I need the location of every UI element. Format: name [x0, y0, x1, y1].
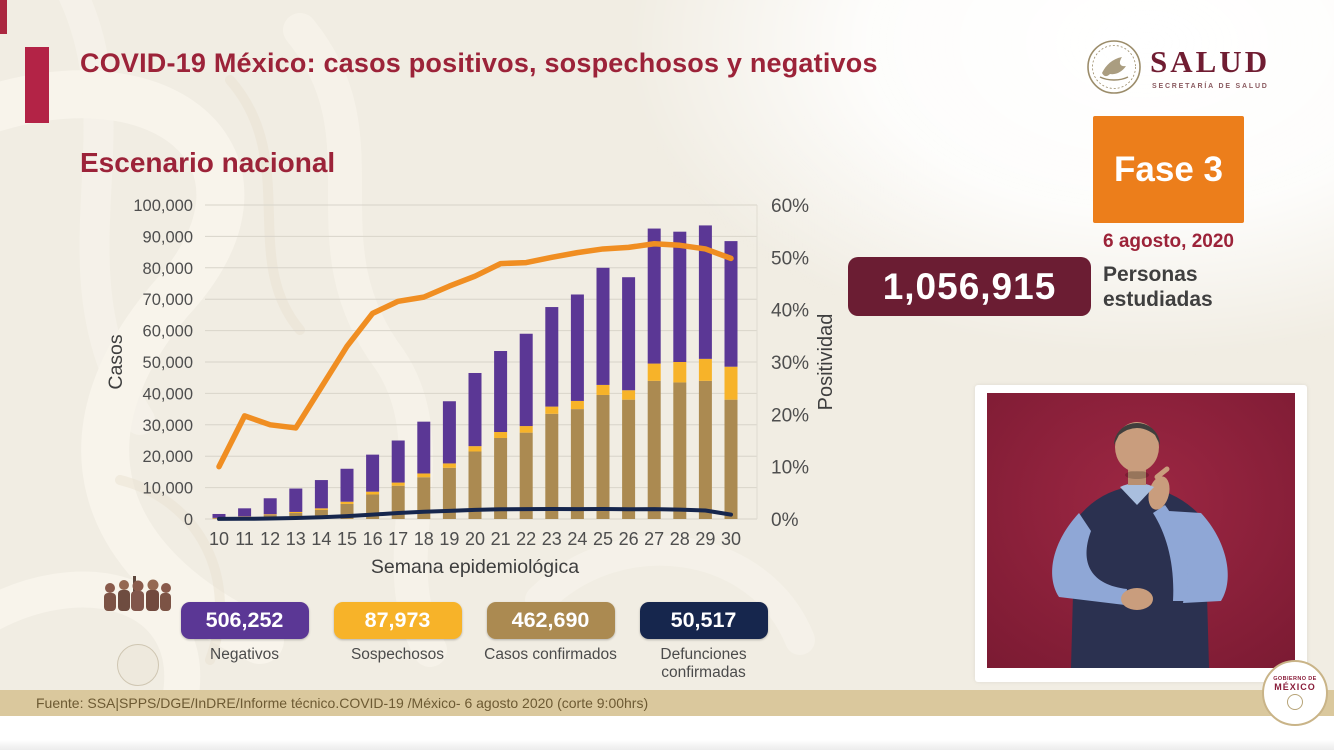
- studied-persons-value-box: 1,056,915: [848, 257, 1091, 316]
- svg-text:22: 22: [516, 529, 536, 549]
- svg-text:50,000: 50,000: [143, 354, 193, 372]
- sign-language-interpreter-photo: [987, 393, 1295, 668]
- legend-label-defunciones: Defunciones confirmadas: [660, 646, 747, 682]
- legend-badge-sospechosos: 87,973: [333, 602, 462, 639]
- svg-text:30%: 30%: [771, 353, 809, 374]
- legend-label-negativos: Negativos: [210, 646, 279, 663]
- svg-text:24: 24: [567, 529, 587, 549]
- section-title: Escenario nacional: [80, 147, 336, 178]
- svg-text:29: 29: [695, 529, 715, 549]
- legend-badge-casos-confirmados: 462,690: [486, 602, 615, 639]
- svg-text:10%: 10%: [771, 458, 809, 479]
- svg-text:10,000: 10,000: [143, 480, 193, 498]
- svg-text:11: 11: [235, 529, 254, 549]
- svg-text:70,000: 70,000: [143, 291, 193, 309]
- svg-text:26: 26: [619, 529, 639, 549]
- svg-text:20: 20: [465, 529, 485, 549]
- title-accent-bar: [25, 47, 49, 123]
- legend-item-negativos: 506,252 Negativos: [168, 602, 321, 683]
- svg-text:15: 15: [337, 529, 357, 549]
- studied-persons-label: Personas estudiadas: [1103, 263, 1213, 312]
- footer-source-text: Fuente: SSA|SPPS/DGE/InDRE/Informe técni…: [36, 695, 649, 711]
- legend-row: 506,252 Negativos 87,973 Sospechosos 462…: [168, 602, 780, 683]
- legend-item-casos-confirmados: 462,690 Casos confirmados: [474, 602, 627, 683]
- svg-text:60,000: 60,000: [143, 323, 193, 341]
- svg-text:Semana epidemiológica: Semana epidemiológica: [371, 556, 579, 578]
- svg-text:19: 19: [439, 529, 459, 549]
- svg-text:20,000: 20,000: [143, 448, 193, 466]
- phase-badge: Fase 3: [1093, 116, 1244, 223]
- phase-date: 6 agosto, 2020: [1103, 231, 1234, 252]
- svg-text:30,000: 30,000: [143, 417, 193, 435]
- gob-badge-line1: GOBIERNO DE: [1273, 676, 1317, 682]
- svg-text:Casos: Casos: [105, 334, 127, 390]
- svg-text:13: 13: [286, 529, 306, 549]
- svg-text:25: 25: [593, 529, 613, 549]
- svg-text:100,000: 100,000: [133, 197, 193, 215]
- svg-text:40,000: 40,000: [143, 385, 193, 403]
- svg-text:28: 28: [670, 529, 690, 549]
- salud-logo-text: SALUD: [1150, 44, 1271, 79]
- seal-watermark-icon: [117, 644, 159, 686]
- svg-text:27: 27: [644, 529, 664, 549]
- svg-text:12: 12: [260, 529, 280, 549]
- sign-language-interpreter-panel: [975, 385, 1307, 682]
- svg-text:23: 23: [542, 529, 562, 549]
- page-title: COVID-19 México: casos positivos, sospec…: [80, 48, 878, 78]
- gobierno-de-mexico-badge: GOBIERNO DE MÉXICO: [1262, 660, 1328, 726]
- footer-bar: Fuente: SSA|SPPS/DGE/InDRE/Informe técni…: [0, 690, 1334, 716]
- gob-badge-seal-icon: [1287, 694, 1303, 710]
- svg-text:20%: 20%: [771, 405, 809, 426]
- corner-red-sliver: [0, 0, 7, 34]
- svg-text:40%: 40%: [771, 301, 809, 322]
- svg-text:18: 18: [414, 529, 434, 549]
- svg-text:60%: 60%: [771, 196, 809, 217]
- legend-item-sospechosos: 87,973 Sospechosos: [321, 602, 474, 683]
- svg-text:17: 17: [388, 529, 408, 549]
- svg-text:Positividad: Positividad: [815, 314, 837, 411]
- svg-text:0: 0: [184, 511, 193, 529]
- studied-persons-value: 1,056,915: [882, 265, 1057, 307]
- phase-label: Fase 3: [1114, 149, 1223, 189]
- svg-text:0%: 0%: [771, 510, 799, 531]
- svg-text:10: 10: [209, 529, 229, 549]
- legend-label-sospechosos: Sospechosos: [350, 646, 445, 663]
- legend-badge-defunciones: 50,517: [639, 602, 768, 639]
- combo-chart: 0 10,000 20,000 30,000 40,000 50,000 60,000 70,…: [105, 196, 837, 578]
- salud-logo-eagle-icon: [1087, 40, 1141, 94]
- legend-label-casos-confirmados: Casos confirmados: [484, 646, 617, 663]
- salud-logo: SALUD SECRETARÍA DE SALUD: [1080, 33, 1320, 103]
- salud-logo-subtitle: SECRETARÍA DE SALUD: [1152, 83, 1269, 90]
- svg-text:16: 16: [363, 529, 383, 549]
- svg-text:90,000: 90,000: [143, 228, 193, 246]
- svg-text:50%: 50%: [771, 248, 809, 269]
- bottom-letterbox: [0, 716, 1334, 750]
- heroes-decoration-image: [104, 576, 171, 611]
- legend-item-defunciones: 50,517 Defunciones confirmadas: [627, 602, 780, 683]
- legend-badge-negativos: 506,252: [180, 602, 309, 639]
- svg-text:30: 30: [721, 529, 741, 549]
- svg-text:14: 14: [311, 529, 331, 549]
- svg-text:80,000: 80,000: [143, 260, 193, 278]
- svg-text:21: 21: [491, 529, 511, 549]
- gob-badge-line2: MÉXICO: [1274, 682, 1316, 692]
